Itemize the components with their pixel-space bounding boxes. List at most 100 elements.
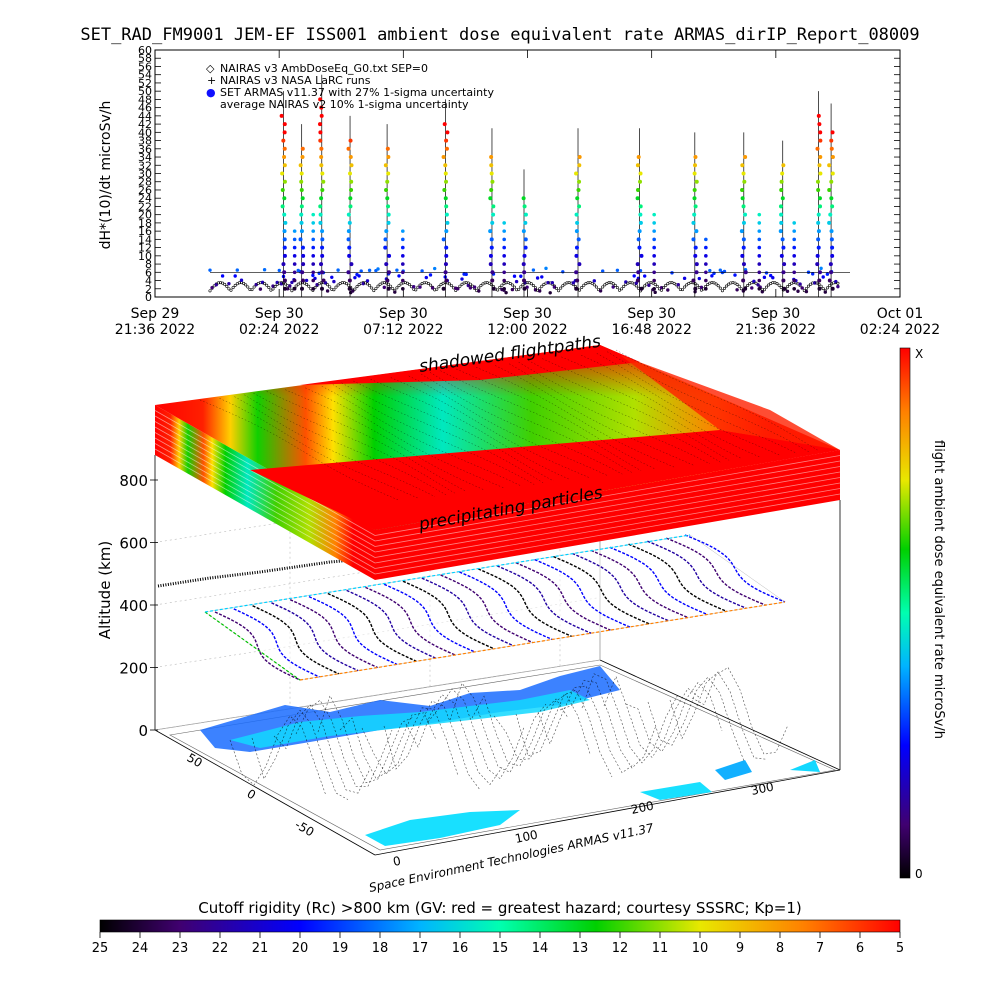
spike-point [636, 187, 641, 192]
spike-point [757, 270, 762, 275]
armas-low-point [433, 266, 437, 271]
ground-track [449, 682, 547, 773]
nairas-point [479, 284, 483, 288]
bottom-colorbar-tick-label: 15 [492, 941, 509, 956]
slab-stripe [154, 426, 376, 553]
spike-point [693, 245, 698, 250]
armas-low-point [733, 273, 737, 277]
armas-low-point [514, 279, 519, 284]
orbit-wave [440, 574, 534, 644]
armas-low-point [239, 278, 244, 282]
spike-point [282, 130, 287, 135]
spike-point [349, 163, 354, 168]
bottom-colorbar-tick-label: 25 [92, 941, 109, 956]
spike [441, 99, 450, 297]
spike [298, 124, 316, 297]
ground-track [427, 688, 525, 780]
spike-point [321, 278, 326, 283]
orbit-wave [233, 608, 320, 678]
nairas-point [622, 284, 626, 288]
armas-low-point [393, 290, 397, 294]
spike-point [577, 155, 582, 160]
spike-point [320, 171, 325, 176]
armas-low-point [504, 290, 508, 295]
armas-low-point [592, 279, 596, 283]
spike [778, 140, 797, 297]
spike-point [443, 163, 448, 168]
armas-low-point [697, 276, 701, 281]
slab-stripe [374, 471, 841, 553]
spike-point [346, 212, 351, 217]
spike-point [489, 163, 494, 168]
spike-point [491, 204, 496, 209]
spike-point [652, 270, 656, 275]
ground-track [691, 666, 789, 755]
ground-track [251, 709, 349, 800]
spike-point [829, 229, 834, 234]
spike-point [299, 220, 304, 225]
spike-point [502, 229, 506, 233]
armas-low-point [769, 273, 773, 278]
armas-low-point [735, 288, 739, 292]
spike-point [311, 262, 316, 266]
spike-point [383, 163, 388, 168]
slab-track [509, 363, 711, 465]
nairas-point [405, 281, 409, 285]
spike-point [502, 245, 506, 250]
spike-point [383, 245, 388, 250]
spike-point [386, 286, 391, 291]
y-tick-label: 20 [138, 209, 152, 222]
spike-point [780, 237, 785, 242]
armas-low-point [601, 269, 605, 273]
spike-point [491, 212, 496, 217]
spike-point [828, 212, 833, 217]
spike-point [577, 204, 582, 209]
nairas-point [582, 283, 586, 287]
ground-track [229, 715, 327, 796]
spike-point [829, 138, 834, 143]
spike-point [348, 204, 353, 209]
spike-point [522, 253, 527, 258]
spike-point [489, 155, 494, 160]
nairas-point [447, 282, 451, 286]
spike-point [818, 155, 823, 160]
spike-point [693, 253, 698, 258]
lat-tick-minus50: -50 [293, 817, 317, 839]
spike-point [387, 253, 392, 258]
spike-point [523, 212, 528, 217]
nairas-point [344, 282, 348, 286]
y-tick-label: 12 [138, 242, 152, 255]
ground-track [669, 671, 767, 760]
y-tick-label: 46 [138, 102, 152, 115]
slab-red-back-wedge [300, 345, 640, 385]
altitude-tick-label: 600 [119, 535, 148, 553]
spike-point [488, 196, 493, 201]
spike-point [691, 237, 696, 242]
spike-point [319, 105, 324, 110]
spike-point [829, 270, 834, 275]
nairas-point [508, 281, 512, 285]
altitude-axis: 0 200 400 600 800 Altitude (km) [96, 472, 158, 740]
altitude-tick-label: 200 [119, 660, 148, 678]
nairas-point [653, 282, 657, 286]
armas-low-point [428, 273, 433, 277]
spike-point [523, 245, 528, 250]
spike-point [692, 187, 697, 192]
spike-point [318, 97, 323, 102]
spike-point [692, 212, 697, 217]
slab-side-stripes [154, 410, 841, 575]
spike-point [741, 204, 746, 209]
spike-point [652, 212, 656, 217]
orbit-sheet [157, 534, 786, 681]
spike-point [829, 237, 834, 242]
continent-island-2 [715, 760, 752, 780]
armas-low-point [811, 272, 815, 276]
spike-point [491, 286, 496, 291]
y-tick-label: 26 [138, 184, 152, 197]
lat-tick-50: 50 [185, 750, 205, 770]
spike-point [401, 254, 405, 258]
slab-stripe [374, 460, 841, 542]
armas-low-point [771, 276, 775, 280]
slab-track [494, 365, 695, 466]
spike-point [401, 286, 405, 291]
